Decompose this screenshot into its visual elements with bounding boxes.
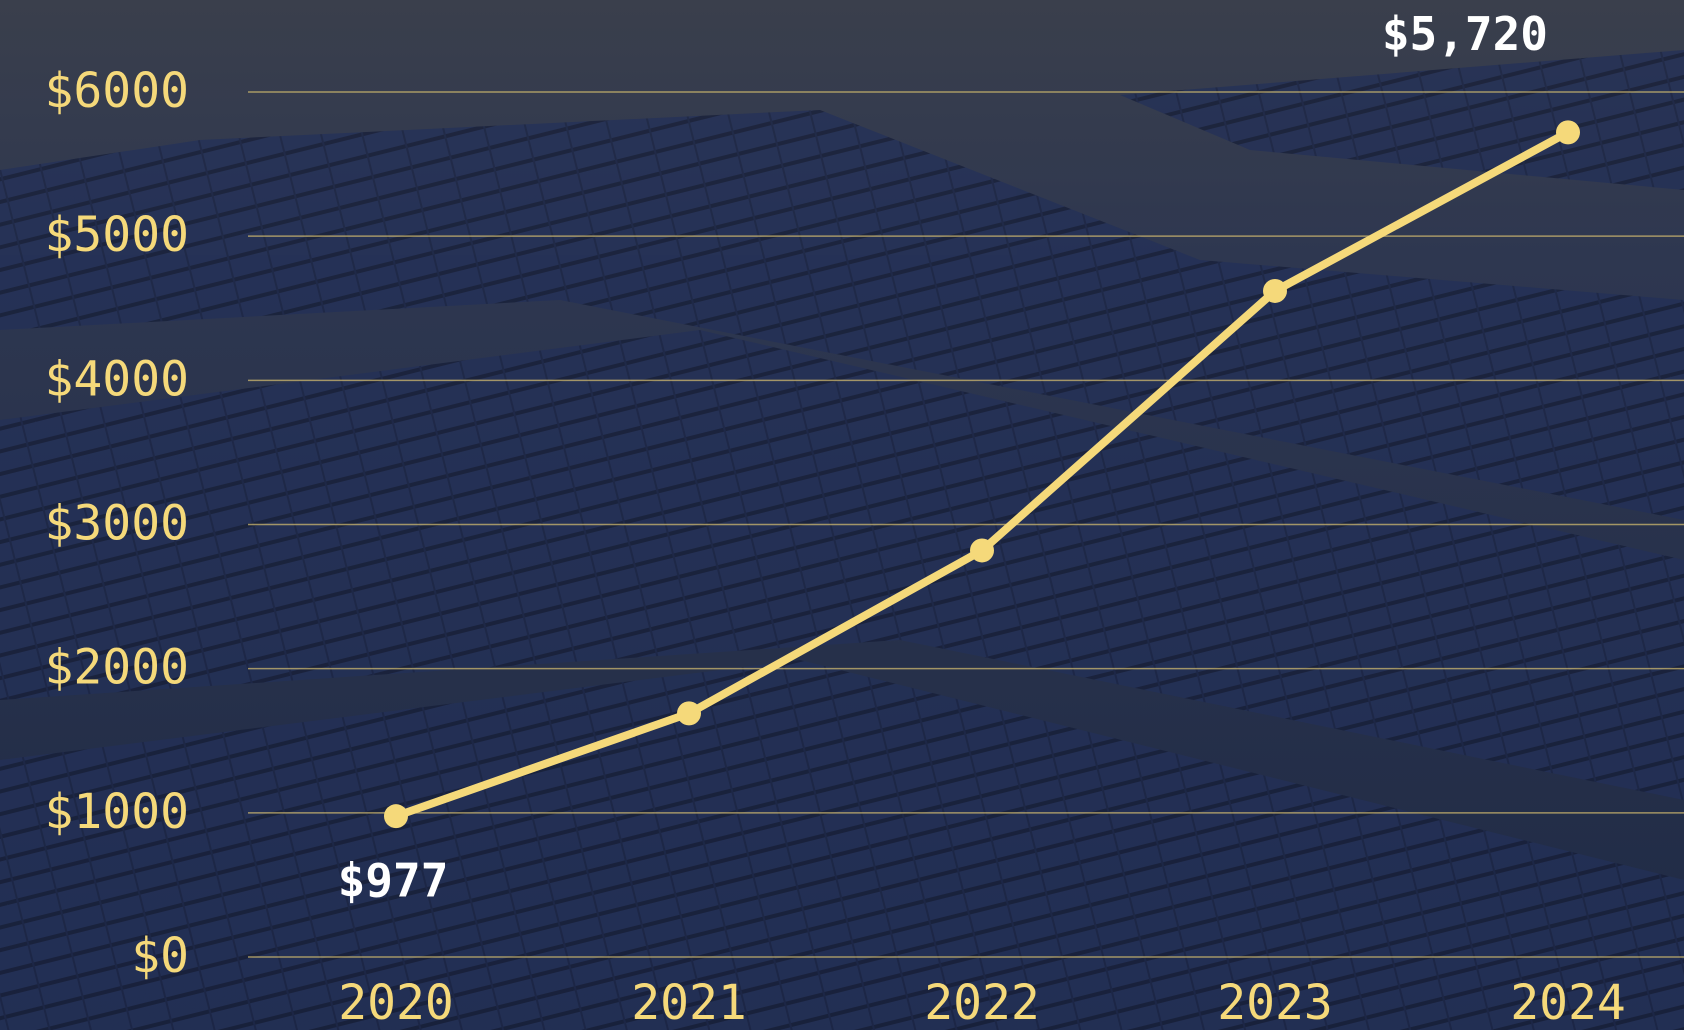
value-label: $977 xyxy=(338,854,449,908)
y-tick-label: $1000 xyxy=(45,784,190,840)
value-label: $5,720 xyxy=(1382,7,1548,61)
x-tick-label: 2021 xyxy=(631,975,747,1030)
solar-field xyxy=(0,50,1684,1030)
x-tick-label: 2024 xyxy=(1510,975,1626,1030)
plot-area: $0 $1000 $2000 $3000 $4000 $5000 $6000 2020 2021… xyxy=(45,7,1684,1030)
y-tick-label: $3000 xyxy=(45,496,190,552)
y-tick-label: $4000 xyxy=(45,351,190,407)
x-tick-label: 2022 xyxy=(924,975,1040,1030)
y-tick-label: $5000 xyxy=(45,207,190,263)
point xyxy=(1556,120,1580,145)
point xyxy=(384,804,408,829)
y-tick-label: $6000 xyxy=(45,63,190,119)
y-tick-label: $2000 xyxy=(45,640,190,696)
point xyxy=(970,538,994,563)
x-tick-label: 2020 xyxy=(338,975,454,1030)
x-tick-label: 2023 xyxy=(1217,975,1333,1030)
point xyxy=(677,701,701,726)
y-tick-label: $0 xyxy=(131,928,189,984)
point xyxy=(1263,278,1287,303)
